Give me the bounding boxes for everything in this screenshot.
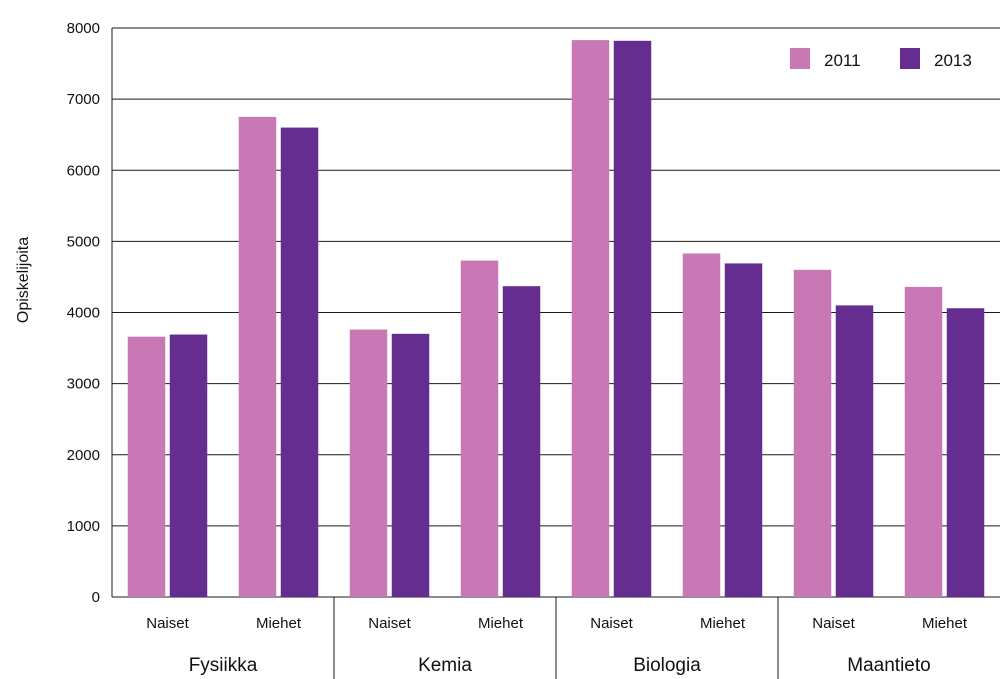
bar-2011-fysiikka-miehet xyxy=(238,116,277,597)
x-subcategory-label: Miehet xyxy=(478,615,524,632)
y-tick-label: 7000 xyxy=(67,91,100,108)
y-tick-label: 4000 xyxy=(67,305,100,322)
x-subcategory-label: Naiset xyxy=(368,615,411,632)
bar-2011-fysiikka-naiset xyxy=(127,336,166,597)
bar-2011-biologia-miehet xyxy=(682,253,721,597)
bar-2013-maantieto-naiset xyxy=(835,305,874,597)
x-group-label: Maantieto xyxy=(847,655,930,676)
y-tick-label: 0 xyxy=(92,589,100,606)
x-axis: Naiset Miehet Fysiikka Naiset Miehet Kemia Nai… xyxy=(146,597,968,679)
x-group-label: Biologia xyxy=(633,655,701,676)
bar-2011-maantieto-naiset xyxy=(793,269,832,597)
legend-label-2011: 2011 xyxy=(824,51,861,70)
x-subcategory-label: Miehet xyxy=(922,615,968,632)
y-tick-label: 1000 xyxy=(67,518,100,535)
legend-swatch-2011 xyxy=(790,48,810,69)
x-group-label: Kemia xyxy=(418,655,472,676)
bar-2013-kemia-naiset xyxy=(391,333,430,597)
bars xyxy=(127,40,985,598)
bar-2013-fysiikka-naiset xyxy=(169,334,208,597)
y-axis-label: Opiskelijoita xyxy=(15,237,32,323)
bar-2013-biologia-naiset xyxy=(613,40,652,598)
y-tick-label: 2000 xyxy=(67,447,100,464)
x-subcategory-label: Naiset xyxy=(812,615,855,632)
x-subcategory-label: Miehet xyxy=(700,615,746,632)
legend-label-2013: 2013 xyxy=(934,51,972,70)
y-tick-label: 6000 xyxy=(67,162,100,179)
x-subcategory-label: Naiset xyxy=(590,615,633,632)
legend-swatch-2013 xyxy=(900,48,920,69)
bar-2013-maantieto-miehet xyxy=(946,308,985,597)
bar-2013-biologia-miehet xyxy=(724,263,763,597)
bar-2013-fysiikka-miehet xyxy=(280,127,319,597)
y-tick-label: 3000 xyxy=(67,376,100,393)
legend: 2011 2013 xyxy=(790,48,972,70)
y-tick-label: 5000 xyxy=(67,233,100,250)
bar-2011-kemia-naiset xyxy=(349,329,388,597)
bar-2011-kemia-miehet xyxy=(460,260,499,597)
y-tick-label: 8000 xyxy=(67,20,100,37)
bar-2011-biologia-naiset xyxy=(571,40,610,598)
x-group-label: Fysiikka xyxy=(189,655,258,676)
bar-2013-kemia-miehet xyxy=(502,286,541,597)
bar-2011-maantieto-miehet xyxy=(904,286,943,597)
x-subcategory-label: Naiset xyxy=(146,615,189,632)
x-subcategory-label: Miehet xyxy=(256,615,302,632)
y-tick-labels: 0 1000 2000 3000 4000 5000 6000 7000 8000 xyxy=(67,20,100,606)
